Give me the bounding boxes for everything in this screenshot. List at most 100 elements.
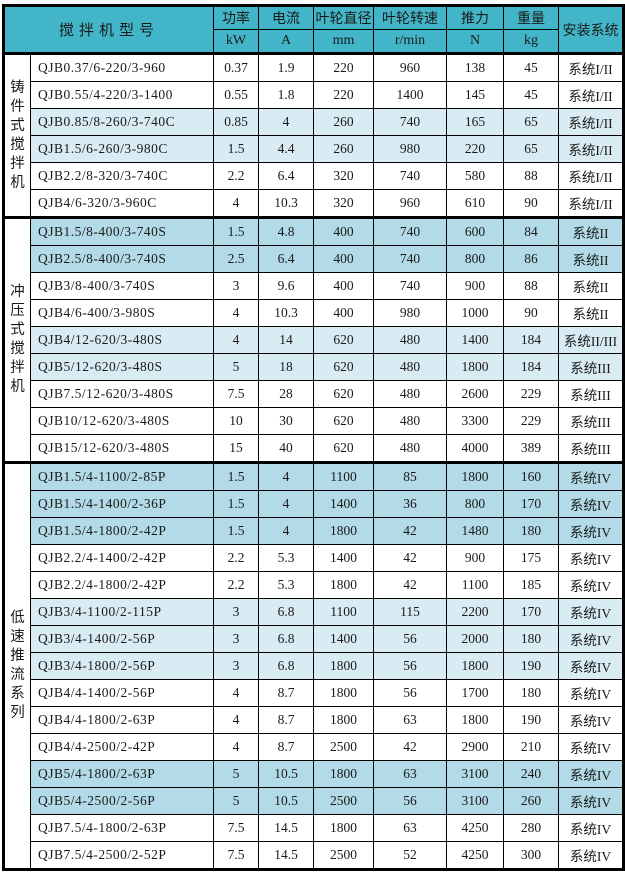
system-cell: 系统III — [558, 407, 625, 435]
weight-cell: 88 — [503, 162, 560, 190]
weight-cell: 210 — [503, 733, 560, 761]
header-power: 功率 — [213, 5, 260, 30]
table-row: QJB4/4-1400/2-56P 4 8.7 1800 56 1700 180… — [4, 679, 625, 707]
system-cell: 系统IV — [558, 490, 625, 518]
table-row: QJB7.5/12-620/3-480S 7.5 28 620 480 2600… — [4, 380, 625, 408]
header-weight: 重量 — [503, 5, 560, 30]
weight-cell: 180 — [503, 679, 560, 707]
system-cell: 系统I/II — [558, 189, 625, 218]
diameter-cell: 2500 — [313, 841, 375, 870]
model-cell: QJB4/12-620/3-480S — [29, 326, 215, 354]
system-cell: 系统II — [558, 272, 625, 300]
header-thrust: 推力 — [446, 5, 505, 30]
diameter-cell: 1100 — [313, 598, 375, 626]
model-cell: QJB1.5/4-1400/2-36P — [29, 490, 215, 518]
diameter-cell: 620 — [313, 353, 375, 381]
diameter-cell: 1400 — [313, 544, 375, 572]
table-row: QJB2.2/4-1400/2-42P 2.2 5.3 1400 42 900 … — [4, 544, 625, 572]
table-body: 铸件式搅拌机 QJB0.37/6-220/3-960 0.37 1.9 220 9… — [3, 52, 625, 870]
system-cell: 系统IV — [558, 625, 625, 653]
thrust-cell: 4000 — [446, 434, 505, 463]
power-cell: 3 — [213, 652, 260, 680]
group-label: 冲压式搅拌机 — [3, 216, 31, 463]
speed-cell: 480 — [373, 353, 448, 381]
thrust-cell: 900 — [446, 544, 505, 572]
speed-cell: 740 — [373, 245, 448, 273]
spec-table: 搅拌机型号 功率 电流 叶轮直径 叶轮转速 推力 重量 安装系统 kW A mm… — [2, 4, 625, 871]
weight-cell: 175 — [503, 544, 560, 572]
thrust-cell: 165 — [446, 108, 505, 136]
current-cell: 4.8 — [258, 216, 315, 246]
speed-cell: 42 — [373, 571, 448, 599]
power-cell: 7.5 — [213, 380, 260, 408]
thrust-cell: 220 — [446, 135, 505, 163]
weight-cell: 229 — [503, 380, 560, 408]
system-cell: 系统IV — [558, 760, 625, 788]
power-cell: 1.5 — [213, 517, 260, 545]
system-cell: 系统II — [558, 245, 625, 273]
diameter-cell: 620 — [313, 380, 375, 408]
table-row: 冲压式搅拌机 QJB1.5/8-400/3-740S 1.5 4.8 400 74… — [3, 216, 625, 463]
model-cell: QJB1.5/6-260/3-980C — [29, 135, 215, 163]
power-cell: 7.5 — [213, 841, 260, 870]
system-cell: 系统I/II — [558, 162, 625, 190]
weight-cell: 88 — [503, 272, 560, 300]
unit-speed: r/min — [373, 29, 448, 55]
model-cell: QJB2.5/8-400/3-740S — [29, 245, 215, 273]
thrust-cell: 800 — [446, 490, 505, 518]
weight-cell: 45 — [503, 81, 560, 109]
speed-cell: 42 — [373, 544, 448, 572]
group-label: 低速推流系列 — [3, 461, 31, 870]
model-cell: QJB3/4-1100/2-115P — [29, 598, 215, 626]
speed-cell: 1400 — [373, 81, 448, 109]
current-cell: 14 — [258, 326, 315, 354]
speed-cell: 63 — [373, 760, 448, 788]
current-cell: 4 — [258, 517, 315, 545]
table-row: 铸件式搅拌机 QJB0.37/6-220/3-960 0.37 1.9 220 9… — [3, 52, 625, 218]
speed-cell: 52 — [373, 841, 448, 870]
speed-cell: 63 — [373, 814, 448, 842]
diameter-cell: 220 — [313, 52, 375, 82]
thrust-cell: 4250 — [446, 814, 505, 842]
model-cell: QJB1.5/4-1800/2-42P — [29, 517, 215, 545]
system-cell: 系统II — [558, 299, 625, 327]
power-cell: 4 — [213, 679, 260, 707]
table-row: QJB5/4-1800/2-63P 5 10.5 1800 63 3100 24… — [4, 760, 625, 788]
weight-cell: 160 — [503, 461, 560, 491]
diameter-cell: 400 — [313, 216, 375, 246]
current-cell: 1.8 — [258, 81, 315, 109]
thrust-cell: 2600 — [446, 380, 505, 408]
table-header: 搅拌机型号 功率 电流 叶轮直径 叶轮转速 推力 重量 安装系统 kW A mm… — [2, 5, 625, 55]
power-cell: 1.5 — [213, 461, 260, 491]
current-cell: 28 — [258, 380, 315, 408]
weight-cell: 180 — [503, 517, 560, 545]
table-row: QJB0.55/4-220/3-1400 0.55 1.8 220 1400 1… — [4, 81, 625, 109]
table-row: QJB4/12-620/3-480S 4 14 620 480 1400 184… — [4, 326, 625, 354]
power-cell: 4 — [213, 706, 260, 734]
current-cell: 8.7 — [258, 679, 315, 707]
weight-cell: 185 — [503, 571, 560, 599]
unit-diameter: mm — [313, 29, 375, 55]
current-cell: 8.7 — [258, 706, 315, 734]
header-row-labels: 搅拌机型号 功率 电流 叶轮直径 叶轮转速 推力 重量 安装系统 — [2, 5, 625, 54]
weight-cell: 184 — [503, 353, 560, 381]
model-cell: QJB2.2/4-1400/2-42P — [29, 544, 215, 572]
power-cell: 4 — [213, 733, 260, 761]
current-cell: 5.3 — [258, 544, 315, 572]
thrust-cell: 610 — [446, 189, 505, 218]
thrust-cell: 580 — [446, 162, 505, 190]
unit-power: kW — [213, 29, 260, 55]
current-cell: 6.4 — [258, 245, 315, 273]
power-cell: 0.55 — [213, 81, 260, 109]
model-cell: QJB0.85/8-260/3-740C — [29, 108, 215, 136]
current-cell: 10.3 — [258, 299, 315, 327]
thrust-cell: 1800 — [446, 652, 505, 680]
model-cell: QJB4/4-2500/2-42P — [29, 733, 215, 761]
weight-cell: 240 — [503, 760, 560, 788]
power-cell: 0.37 — [213, 52, 260, 82]
current-cell: 6.8 — [258, 625, 315, 653]
system-cell: 系统I/II — [558, 135, 625, 163]
thrust-cell: 1100 — [446, 571, 505, 599]
model-cell: QJB0.55/4-220/3-1400 — [29, 81, 215, 109]
speed-cell: 960 — [373, 189, 448, 218]
